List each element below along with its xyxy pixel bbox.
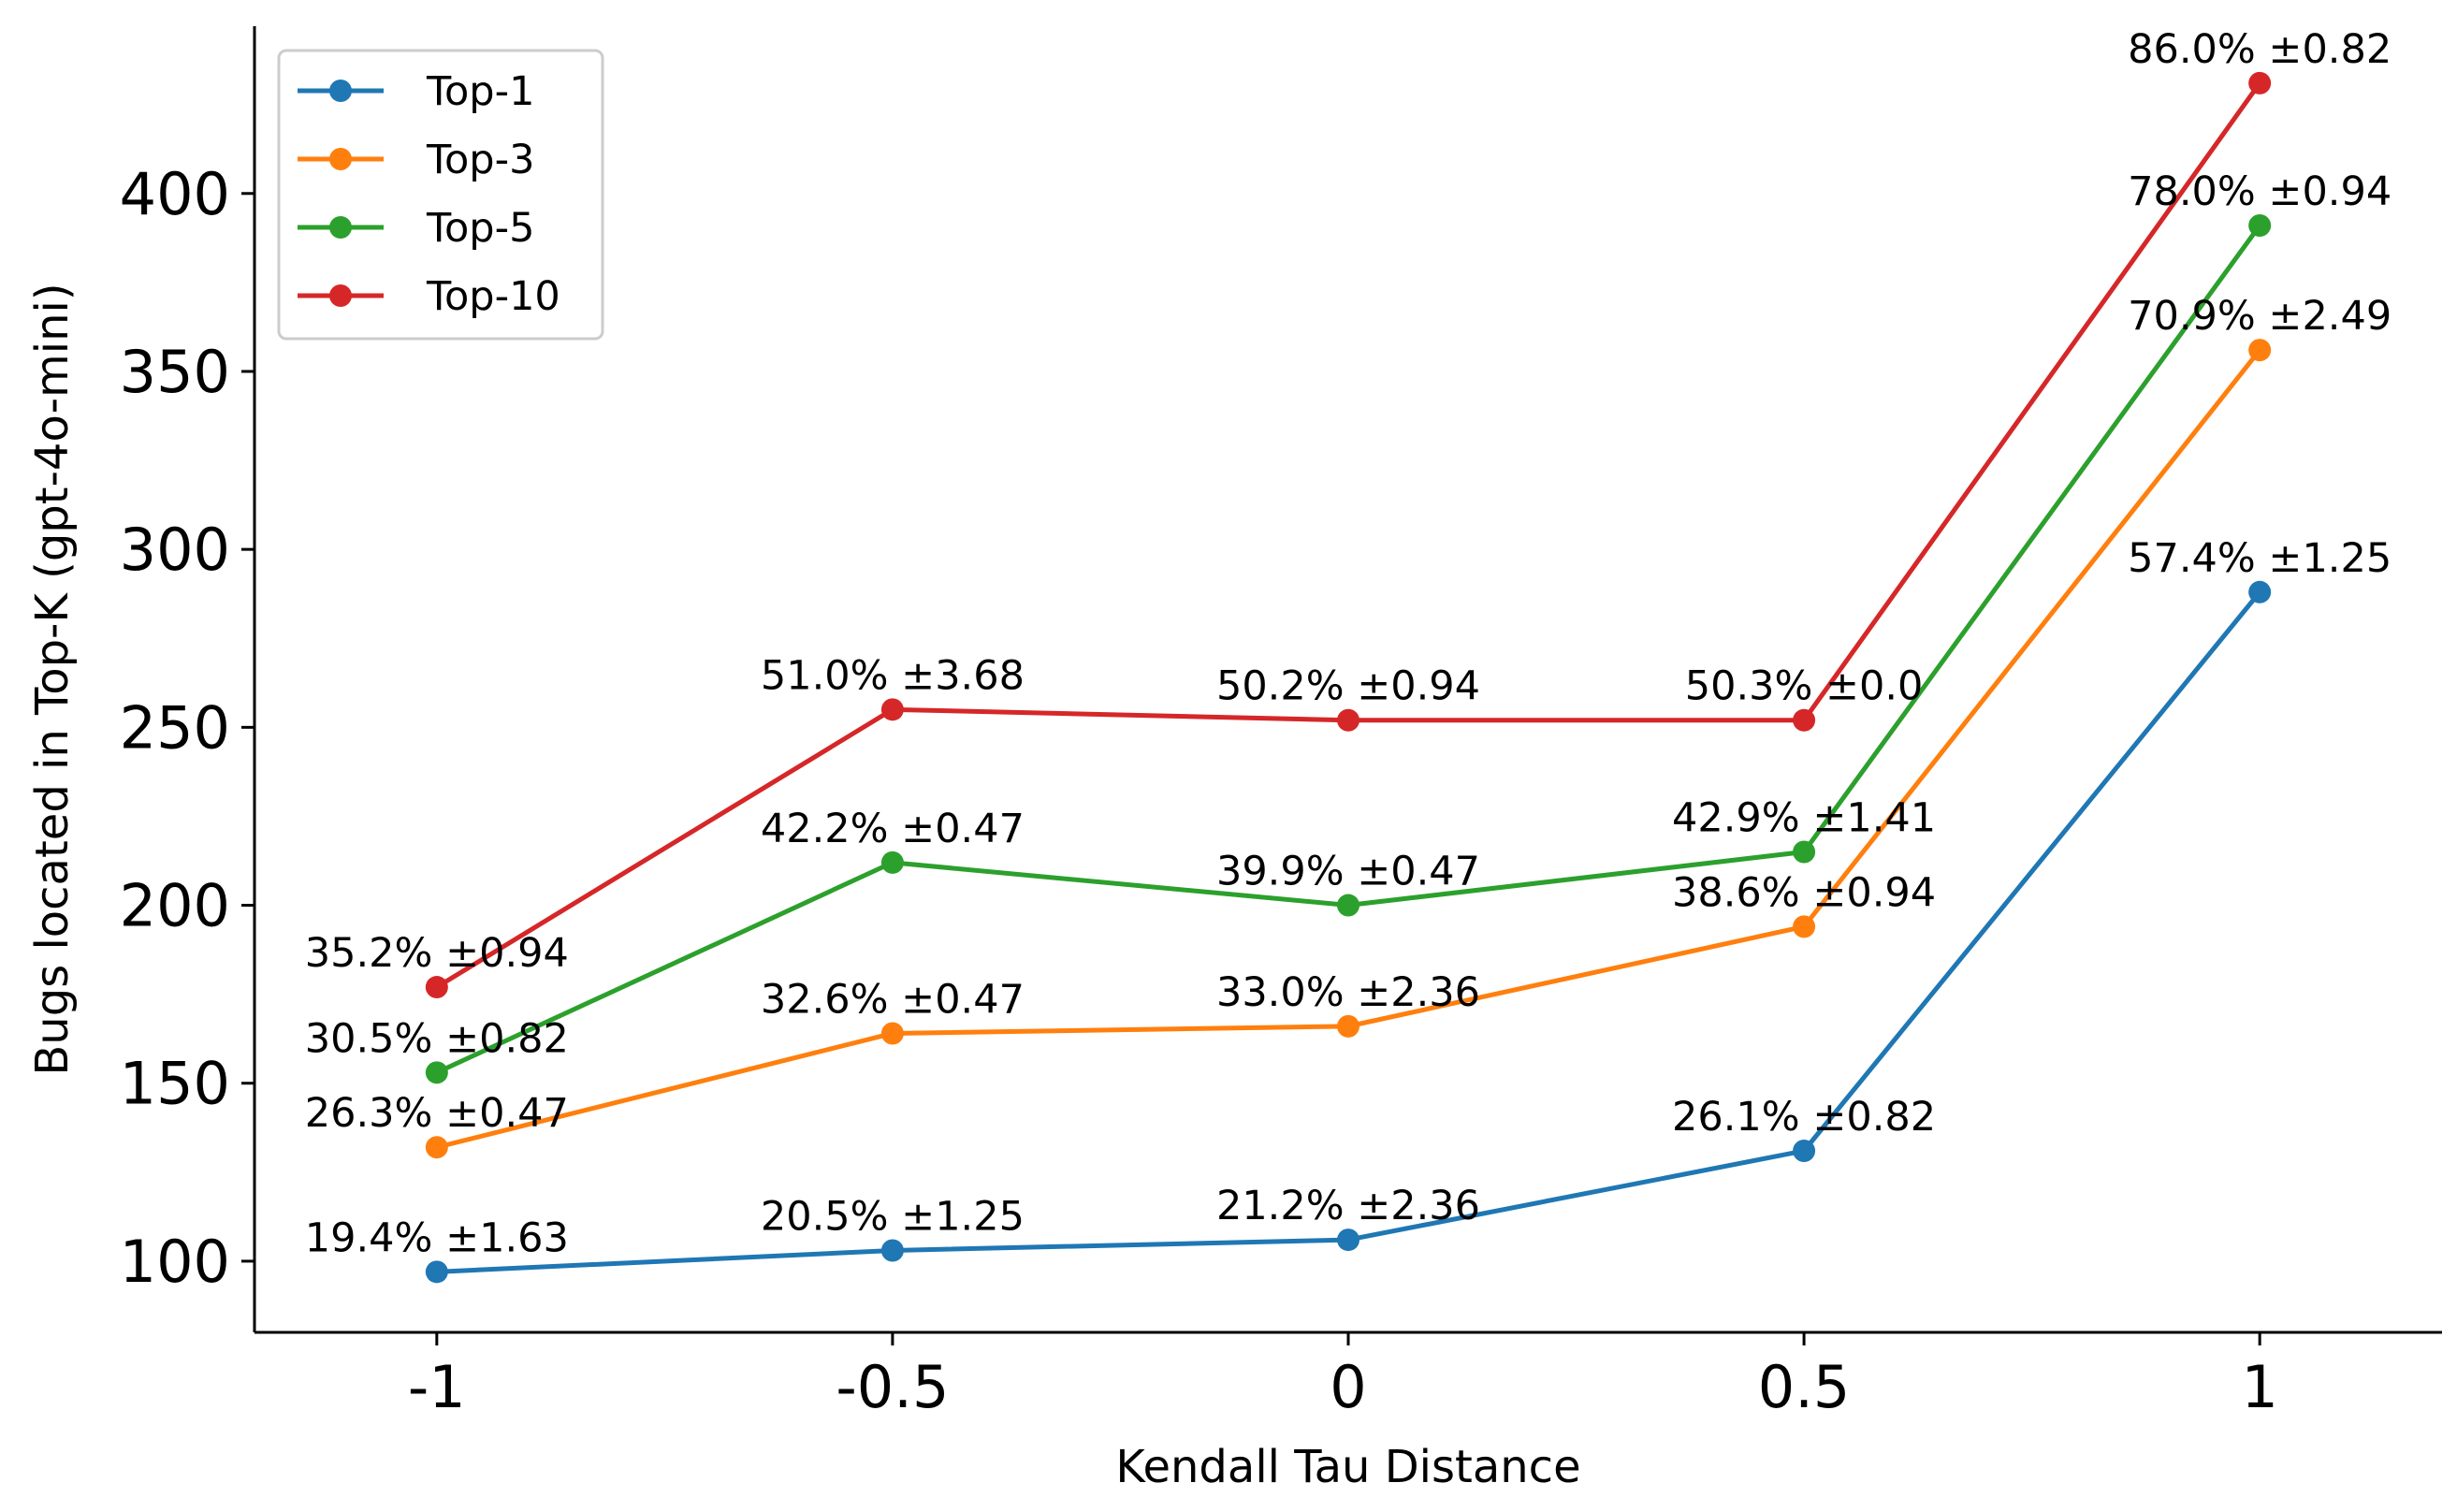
x-tick-label: -0.5 xyxy=(836,1353,949,1421)
x-axis-label: Kendall Tau Distance xyxy=(1115,1441,1580,1493)
legend-marker-top-1 xyxy=(329,80,352,102)
series-line-top-5 xyxy=(434,223,2262,1075)
data-point-top-5 xyxy=(425,1061,448,1084)
data-label-top-1: 19.4% ±1.63 xyxy=(305,1214,569,1261)
y-ticks: 100 150 200 250 300 350 400 xyxy=(120,160,254,1296)
data-point-top-10 xyxy=(2248,71,2272,94)
y-tick-label: 250 xyxy=(120,693,230,762)
data-point-top-3 xyxy=(880,1022,904,1045)
legend-marker-top-10 xyxy=(329,284,352,307)
data-label-top-3: 38.6% ±0.94 xyxy=(1672,869,1936,916)
data-point-top-1 xyxy=(425,1260,448,1284)
data-label-top-1: 20.5% ±1.25 xyxy=(761,1194,1025,1241)
y-tick-label: 200 xyxy=(120,872,230,940)
data-label-top-5: 39.9% ±0.47 xyxy=(1216,849,1480,895)
legend-label-top-10: Top-10 xyxy=(426,273,560,320)
data-point-top-3 xyxy=(2248,339,2272,362)
data-label-top-3: 26.3% ±0.47 xyxy=(305,1090,569,1137)
data-labels: 19.4% ±1.63 20.5% ±1.25 21.2% ±2.36 26.1% ±… xyxy=(305,26,2392,1261)
data-point-top-10 xyxy=(1337,708,1359,732)
data-label-top-5: 30.5% ±0.82 xyxy=(305,1015,569,1062)
y-tick-label: 400 xyxy=(120,160,230,228)
data-point-top-10 xyxy=(1793,708,1816,732)
data-point-top-10 xyxy=(425,976,448,999)
data-point-top-1 xyxy=(1337,1228,1359,1252)
x-tick-label: 0.5 xyxy=(1758,1353,1851,1421)
x-tick-label: 0 xyxy=(1330,1353,1366,1421)
data-point-top-5 xyxy=(2248,214,2272,238)
data-label-top-10: 50.2% ±0.94 xyxy=(1216,663,1480,710)
data-label-top-5: 42.2% ±0.47 xyxy=(761,806,1025,852)
data-point-top-10 xyxy=(880,698,904,721)
legend-marker-top-3 xyxy=(329,148,352,170)
legend-label-top-3: Top-3 xyxy=(426,137,534,183)
y-tick-label: 300 xyxy=(120,516,230,584)
data-label-top-1: 57.4% ±1.25 xyxy=(2128,535,2392,582)
data-label-top-1: 21.2% ±2.36 xyxy=(1216,1183,1480,1229)
legend-label-top-1: Top-1 xyxy=(426,68,534,115)
legend-label-top-5: Top-5 xyxy=(426,205,534,252)
data-point-top-5 xyxy=(1793,840,1816,864)
data-label-top-10: 86.0% ±0.82 xyxy=(2128,26,2392,73)
y-axis-label: Bugs located in Top-K (gpt-4o-mini) xyxy=(26,283,79,1075)
y-tick-label: 100 xyxy=(120,1228,230,1296)
data-point-top-3 xyxy=(1337,1014,1359,1038)
data-label-top-5: 78.0% ±0.94 xyxy=(2128,168,2392,215)
data-point-top-1 xyxy=(2248,580,2272,603)
data-label-top-10: 50.3% ±0.0 xyxy=(1685,663,1924,710)
legend: Top-1 Top-3 Top-5 Top-10 xyxy=(277,49,604,341)
data-label-top-3: 70.9% ±2.49 xyxy=(2128,293,2392,340)
data-label-top-1: 26.1% ±0.82 xyxy=(1672,1094,1936,1141)
series-layer xyxy=(425,71,2272,1284)
data-label-top-3: 33.0% ±2.36 xyxy=(1216,969,1480,1016)
x-ticks: -1 -0.5 0 0.5 1 xyxy=(408,1332,2278,1421)
data-label-top-10: 51.0% ±3.68 xyxy=(761,652,1025,699)
data-label-top-3: 32.6% ±0.47 xyxy=(761,976,1025,1023)
data-point-top-1 xyxy=(1793,1140,1816,1163)
data-point-top-3 xyxy=(425,1136,448,1159)
data-label-top-5: 42.9% ±1.41 xyxy=(1672,794,1936,841)
legend-marker-top-5 xyxy=(329,216,352,239)
data-point-top-1 xyxy=(880,1239,904,1262)
x-tick-label: -1 xyxy=(408,1353,466,1421)
data-point-top-5 xyxy=(880,850,904,874)
data-label-top-10: 35.2% ±0.94 xyxy=(305,930,569,977)
data-point-top-5 xyxy=(1337,894,1359,917)
y-tick-label: 150 xyxy=(120,1050,230,1118)
legend-frame xyxy=(277,49,604,341)
x-tick-label: 1 xyxy=(2241,1353,2277,1421)
y-tick-label: 350 xyxy=(120,338,230,406)
data-point-top-3 xyxy=(1793,915,1816,938)
